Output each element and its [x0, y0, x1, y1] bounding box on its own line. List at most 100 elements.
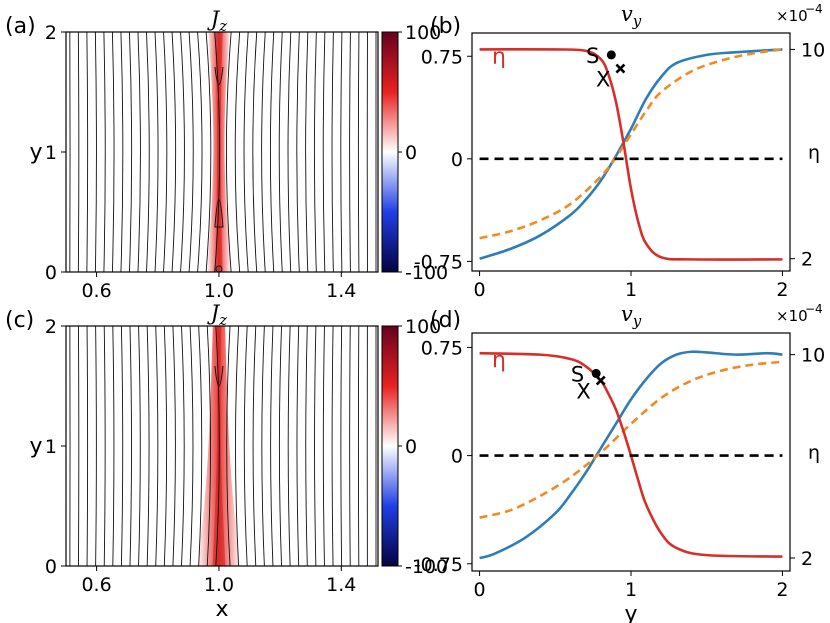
plot-title: vy [621, 302, 642, 330]
field-line [340, 325, 343, 567]
field-line [278, 31, 283, 273]
colorbar-tick-label: 0 [405, 436, 417, 458]
axis-multiplier: ×10 [776, 7, 808, 25]
y-tick-label: 1 [45, 142, 57, 164]
field-line [296, 31, 300, 273]
field-line [103, 325, 106, 567]
field-line [314, 325, 317, 567]
field-line [155, 325, 159, 567]
x-tick-label: 2 [776, 579, 788, 601]
field-line [189, 325, 194, 567]
panel-label: (c) [5, 308, 34, 333]
plot-title: Jz [207, 7, 227, 35]
y-tick-label: 0 [45, 556, 57, 578]
x-tick-label: 1.4 [326, 574, 356, 596]
field-line [349, 325, 351, 567]
panel-d: SXη 0 1 2 0.75 0 -0.75 10 2 η ×10−4 vy y (d) [414, 302, 825, 623]
x-tick-label: 1.0 [204, 280, 234, 302]
x-tick-label: 1 [625, 579, 637, 601]
series-vy [479, 350, 783, 560]
colorbar-tick-label: -100 [405, 262, 448, 284]
y-tick-right-label: 10 [801, 39, 825, 61]
marker-label: X [596, 68, 610, 92]
colorbar-tick-label: 100 [405, 316, 441, 338]
y-tick-label: 1 [45, 436, 57, 458]
x-tick-label: 1 [625, 279, 637, 301]
field-line [188, 31, 194, 273]
x-tick-label: 0 [474, 579, 486, 601]
field-line [305, 325, 308, 567]
series-eta [479, 351, 783, 558]
field-line [172, 325, 176, 567]
field-line [261, 31, 266, 273]
panel-label: (d) [430, 308, 461, 333]
field-line [129, 31, 133, 273]
marker-label: S [571, 362, 584, 386]
field-line [198, 325, 203, 567]
field-line [163, 325, 168, 567]
field-line [243, 31, 249, 273]
marker-s [591, 368, 601, 378]
field-line [331, 325, 334, 567]
series-eta [479, 48, 783, 261]
field-line [171, 31, 177, 273]
colorbar-tick-label: 0 [405, 142, 417, 164]
eta-series-label: η [492, 348, 506, 373]
panel-label: (b) [430, 14, 461, 39]
field-line [287, 325, 291, 567]
field-line [261, 325, 265, 567]
x-axis-label: x [215, 597, 228, 622]
field-line [120, 31, 124, 273]
field-line [322, 31, 326, 273]
y-tick-right-label: 10 [801, 345, 825, 367]
y-tick-right-label: 2 [801, 249, 813, 271]
field-line [269, 31, 275, 273]
field-line [215, 325, 220, 567]
field-line [86, 31, 89, 273]
x-tick-label: 0.6 [81, 280, 111, 302]
x-tick-label: 2 [776, 279, 788, 301]
y-tick-label: 0 [451, 446, 463, 468]
panel-label: (a) [5, 14, 36, 39]
panel-c: 0.6 1.0 1.4 0 1 2 y x Jz (c) 100 0 -100 [5, 301, 448, 622]
field-line [163, 31, 168, 273]
x-tick-label: 0.6 [81, 574, 111, 596]
field-line [138, 325, 141, 567]
field-line [197, 31, 203, 273]
field-line [77, 31, 80, 273]
field-line [357, 31, 360, 273]
y-tick-label: -0.75 [414, 251, 463, 273]
field-line [235, 325, 240, 567]
colorbar-tick-label: 100 [405, 22, 441, 44]
field-line [226, 325, 231, 567]
axis-multiplier-exponent: −4 [805, 2, 823, 16]
y-tick-label: 0 [45, 262, 57, 284]
field-line [313, 31, 317, 273]
field-line [112, 325, 115, 567]
marker-label: X [576, 380, 590, 404]
field-line [322, 325, 325, 567]
colorbar [381, 325, 399, 567]
colorbar [381, 31, 399, 273]
plot-title: vy [621, 2, 642, 30]
field-line [206, 325, 211, 567]
field-line [252, 31, 258, 273]
y-tick-label: 2 [45, 22, 57, 44]
marker-s [606, 50, 616, 60]
marker-x [595, 375, 606, 386]
x-tick-label: 1.4 [326, 280, 356, 302]
x-tick-label: 1.0 [204, 574, 234, 596]
y-tick-right-label: 2 [801, 548, 813, 570]
field-line [225, 31, 232, 273]
marker-label: S [586, 44, 599, 68]
panel-b: SXη 0 1 2 0.75 0 -0.75 10 2 η ×10−4 vy (b) [414, 2, 825, 301]
field-line [205, 31, 212, 273]
field-line [181, 325, 185, 567]
eta-series-label: η [492, 44, 506, 69]
plot-title: Jz [207, 301, 227, 329]
y-tick-label: 0.75 [421, 46, 463, 68]
y-axis-right-label: η [808, 442, 820, 464]
island-contour [214, 199, 224, 228]
field-line [340, 31, 343, 273]
